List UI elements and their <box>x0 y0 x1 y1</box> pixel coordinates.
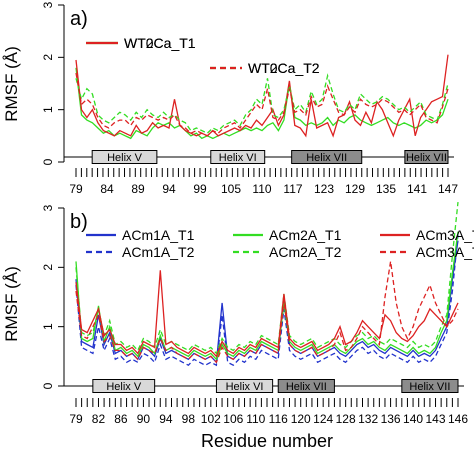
helix-label: Helix VI <box>219 152 257 164</box>
series-line <box>75 231 459 361</box>
series-line <box>75 202 459 355</box>
helix-box <box>92 379 156 393</box>
x-tick-label: 82 <box>92 412 106 426</box>
x-tick-label: 135 <box>376 182 396 196</box>
y-tick-label: 1 <box>41 323 55 330</box>
y-tick-label: 2 <box>41 264 55 271</box>
x-tick-label: 110 <box>252 182 271 196</box>
x-tick-label: 94 <box>162 182 176 196</box>
y-tick-label: 0 <box>41 382 55 389</box>
x-tick-label: 99 <box>193 182 207 196</box>
helix-label: Helix VII <box>306 152 347 164</box>
x-tick-label: 105 <box>221 182 241 196</box>
x-tick-label: 94 <box>159 412 173 426</box>
x-tick-label: 90 <box>137 412 151 426</box>
helix-box <box>291 150 363 164</box>
helix-box <box>91 150 158 164</box>
x-tick-label: 117 <box>283 182 302 196</box>
panel-b: b) RMSF (Å) Residue number 0 1 2 3 Helix V He… <box>2 202 474 451</box>
helix-box <box>215 379 274 393</box>
series-line <box>75 270 459 358</box>
y-tick-label: 3 <box>41 1 55 8</box>
helix-label: Helix V <box>107 152 143 164</box>
x-tick-label: 141 <box>407 182 427 196</box>
legend-label: WT0Ca_T1 <box>124 35 196 51</box>
legend-label: ACm2A_T2 <box>269 244 342 260</box>
legend-label: ACm3A_T1 <box>416 227 474 243</box>
legend-label: ACm3A_T2 <box>416 244 474 260</box>
helix-label: Helix VI <box>226 381 264 393</box>
x-tick-label: 123 <box>314 182 334 196</box>
x-tick-label: 102 <box>201 412 221 426</box>
x-tick-label: 89 <box>131 182 145 196</box>
x-tick-label: 86 <box>114 412 128 426</box>
x-tick-label: 79 <box>69 182 83 196</box>
panel-a-label: a) <box>70 8 88 30</box>
panel-b-label: b) <box>70 211 88 233</box>
series-line <box>75 73 449 134</box>
y-tick-label: 0 <box>41 158 55 165</box>
legend-label: WT0Ca_T2 <box>248 60 320 76</box>
x-tick-label: 106 <box>223 412 243 426</box>
helix-label: Helix VII <box>286 381 327 393</box>
x-tick-label: 140 <box>403 412 423 426</box>
x-tick-label: 132 <box>358 412 378 426</box>
legend-label: WT2Ca_T1 <box>124 35 196 51</box>
series-line <box>75 72 449 137</box>
legend-label: ACm2A_T1 <box>269 227 342 243</box>
x-tick-label: 120 <box>291 412 311 426</box>
y-tick-label: 3 <box>41 204 55 211</box>
legend-label: ACm1A_T2 <box>122 244 195 260</box>
legend-label: WT2Ca_T2 <box>248 60 320 76</box>
panel-a-y-axis-label: RMSF (Å) <box>2 46 21 122</box>
x-tick-label: 128 <box>336 412 356 426</box>
x-tick-label: 116 <box>269 412 288 426</box>
helix-box <box>210 150 266 164</box>
series-line <box>75 234 459 367</box>
x-tick-label: 143 <box>426 412 446 426</box>
x-tick-label: 124 <box>313 412 333 426</box>
x-tick-label: 98 <box>182 412 196 426</box>
x-tick-label: 147 <box>438 182 458 196</box>
x-tick-label: 79 <box>69 412 83 426</box>
helix-box <box>401 379 459 393</box>
helix-label: Helix VII <box>406 152 447 164</box>
series-line <box>75 261 459 364</box>
helix-box <box>277 379 335 393</box>
helix-label: Helix V <box>106 381 142 393</box>
legend-label: ACm1A_T1 <box>122 227 195 243</box>
helix-label: Helix VII <box>409 381 450 393</box>
panel-b-y-axis-label: RMSF (Å) <box>2 266 21 342</box>
panel-b-x-axis-label: Residue number <box>201 431 333 451</box>
helix-box <box>404 150 449 164</box>
series-line <box>75 54 449 138</box>
x-tick-label: 129 <box>345 182 365 196</box>
x-tick-label: 146 <box>448 412 468 426</box>
x-tick-label: 84 <box>100 182 114 196</box>
x-tick-label: 136 <box>381 412 401 426</box>
y-tick-label: 2 <box>41 54 55 61</box>
x-tick-label: 110 <box>246 412 265 426</box>
y-tick-label: 1 <box>41 106 55 113</box>
